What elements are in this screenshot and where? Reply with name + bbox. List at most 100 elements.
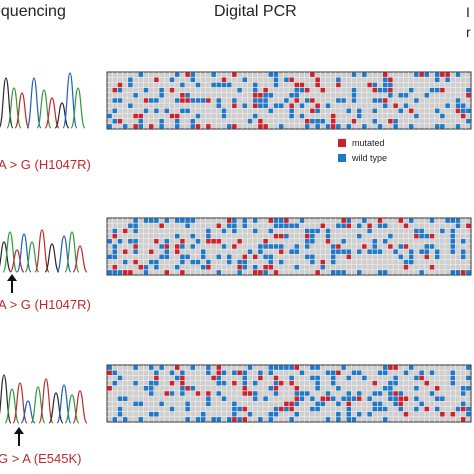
pcr-well <box>450 218 456 223</box>
pcr-well <box>190 218 196 223</box>
pcr-well <box>289 77 294 83</box>
pcr-well <box>268 264 274 270</box>
pcr-well <box>445 72 450 77</box>
pcr-well <box>237 370 242 376</box>
pcr-well <box>273 233 279 239</box>
pcr-well <box>346 108 352 114</box>
pcr-well <box>252 396 258 401</box>
pcr-well <box>185 108 190 114</box>
pcr-well <box>206 396 211 401</box>
pcr-well <box>226 124 232 129</box>
pcr-well <box>377 87 383 93</box>
pcr-well <box>388 244 393 249</box>
pcr-well <box>336 417 341 422</box>
pcr-well <box>289 401 294 407</box>
pcr-well <box>128 239 133 244</box>
pcr-well <box>434 254 440 260</box>
pcr-well <box>336 249 341 254</box>
pcr-well <box>304 254 310 260</box>
pcr-well <box>315 77 320 83</box>
pcr-well <box>273 244 279 249</box>
pcr-well <box>258 244 263 249</box>
mutated-swatch <box>338 139 346 147</box>
pcr-well <box>351 72 357 77</box>
pcr-well <box>294 82 300 88</box>
pcr-well <box>242 77 248 83</box>
pcr-well <box>310 254 315 260</box>
pcr-well <box>450 411 456 417</box>
pcr-well <box>185 406 190 412</box>
pcr-well <box>221 113 227 119</box>
pcr-well <box>128 270 133 275</box>
pcr-well <box>237 417 242 422</box>
pcr-well <box>226 254 232 260</box>
pcr-well <box>180 391 185 396</box>
pcr-well <box>440 72 445 77</box>
pcr-well <box>232 370 237 376</box>
chromatogram-peak <box>72 390 88 424</box>
chromatogram-peak <box>48 392 64 424</box>
pcr-well <box>310 259 315 265</box>
pcr-well <box>466 270 471 275</box>
pcr-well <box>190 233 196 239</box>
pcr-well <box>414 113 419 119</box>
pcr-well <box>294 411 300 417</box>
pcr-well <box>294 264 300 270</box>
pcr-well <box>419 375 424 381</box>
pcr-well <box>429 87 435 93</box>
right-header-fragment-2: r <box>466 24 471 40</box>
pcr-well <box>263 93 268 98</box>
pcr-well <box>278 244 284 249</box>
pcr-well <box>419 401 424 407</box>
pcr-well <box>398 108 404 114</box>
pcr-well <box>206 124 211 129</box>
pcr-well <box>159 124 164 129</box>
pcr-well <box>377 218 383 223</box>
pcr-well <box>200 417 206 422</box>
pcr-well <box>356 370 362 376</box>
pcr-well <box>263 396 268 401</box>
pcr-well <box>388 396 393 401</box>
pcr-well <box>211 375 216 381</box>
pcr-well <box>268 259 274 265</box>
pcr-well <box>174 375 180 381</box>
pcr-well <box>382 72 388 77</box>
pcr-well <box>460 113 466 119</box>
pcr-well <box>216 82 222 88</box>
pcr-well <box>112 254 118 260</box>
pcr-well <box>294 223 300 229</box>
pcr-well <box>133 249 138 254</box>
pcr-well <box>206 259 211 265</box>
pcr-well <box>237 87 242 93</box>
pcr-well <box>294 98 300 103</box>
pcr-well <box>341 249 346 254</box>
pcr-well <box>408 365 414 370</box>
pcr-well <box>325 228 331 234</box>
pcr-well <box>226 417 232 422</box>
pcr-well <box>466 93 471 98</box>
pcr-well <box>138 118 144 124</box>
pcr-well <box>429 218 435 223</box>
pcr-well <box>216 223 222 229</box>
pcr-well <box>252 228 258 234</box>
pcr-well <box>221 244 227 249</box>
pcr-well <box>195 98 201 103</box>
pcr-well <box>221 77 227 83</box>
pcr-well <box>159 244 164 249</box>
pcr-well <box>252 103 258 108</box>
pcr-well <box>455 98 461 103</box>
pcr-well <box>185 254 190 260</box>
pcr-well <box>185 72 190 77</box>
pcr-well <box>330 380 336 386</box>
pcr-well <box>455 406 461 412</box>
pcr-well <box>466 87 471 93</box>
pcr-well <box>122 417 128 422</box>
pcr-well <box>148 249 154 254</box>
arrow-marker-2 <box>7 274 17 293</box>
pcr-well <box>310 72 315 77</box>
pcr-well <box>247 249 253 254</box>
pcr-well <box>294 244 300 249</box>
pcr-well <box>133 239 138 244</box>
pcr-well <box>299 396 305 401</box>
pcr-well <box>242 254 248 260</box>
